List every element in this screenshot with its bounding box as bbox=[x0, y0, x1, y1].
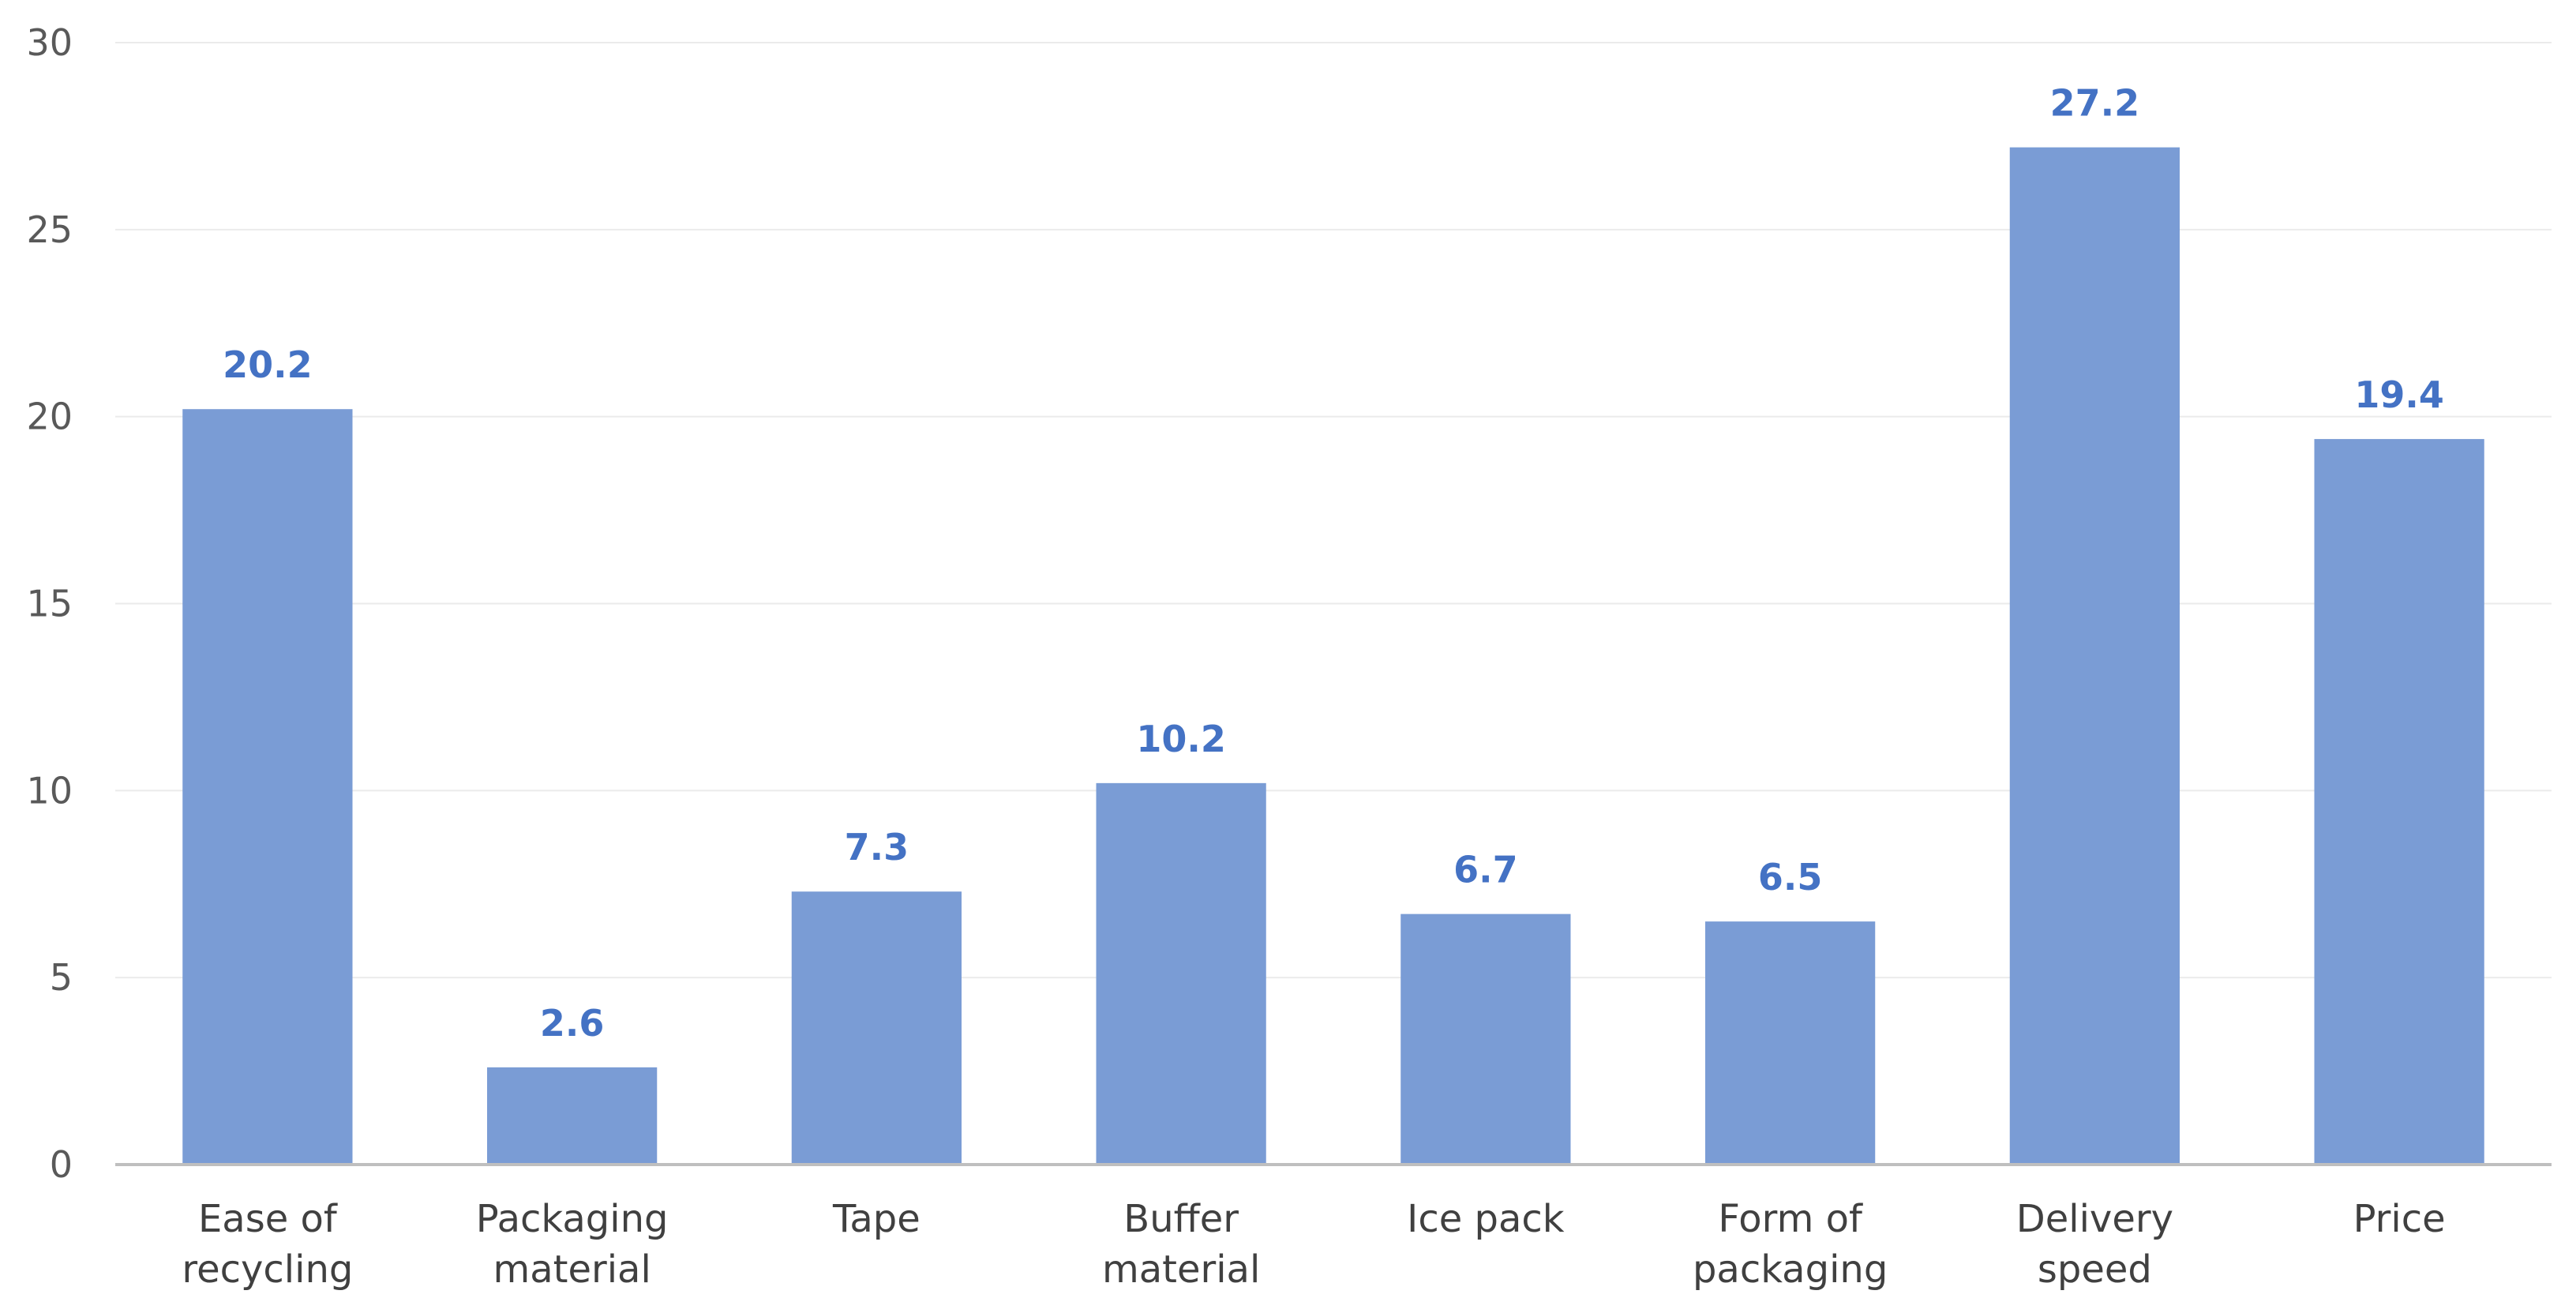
x-tick-label: Ice pack bbox=[1407, 1197, 1565, 1241]
bar bbox=[1096, 782, 1266, 1165]
data-label: 19.4 bbox=[2354, 373, 2444, 416]
x-tick-label-line: Delivery bbox=[2016, 1197, 2173, 1241]
x-tick-label-line: speed bbox=[2038, 1247, 2152, 1292]
bar bbox=[1400, 913, 1571, 1165]
bar bbox=[2314, 439, 2484, 1165]
y-tick-label: 30 bbox=[26, 21, 73, 64]
x-tick-label-line: Ice pack bbox=[1407, 1197, 1565, 1241]
x-tick-label-line: material bbox=[493, 1247, 651, 1292]
data-label: 10.2 bbox=[1136, 718, 1226, 760]
x-tick-label-line: recycling bbox=[182, 1247, 353, 1292]
x-tick-label: Delivery speed bbox=[2016, 1197, 2173, 1292]
y-tick-label: 15 bbox=[26, 583, 73, 625]
y-axis-tick-labels: 0 5 10 15 20 25 30 bbox=[26, 21, 73, 1186]
y-tick-label: 25 bbox=[26, 208, 73, 251]
x-tick-label: Packaging material bbox=[476, 1197, 669, 1292]
bar bbox=[2009, 147, 2180, 1165]
data-label: 7.3 bbox=[845, 826, 909, 868]
x-tick-label: Buffer material bbox=[1102, 1197, 1260, 1292]
data-label: 27.2 bbox=[2050, 82, 2140, 125]
x-tick-label-line: Buffer bbox=[1123, 1197, 1239, 1241]
y-tick-label: 20 bbox=[26, 396, 73, 438]
x-tick-label-line: Tape bbox=[832, 1197, 921, 1241]
data-label: 6.7 bbox=[1453, 849, 1518, 891]
data-label: 6.5 bbox=[1758, 856, 1823, 898]
data-label: 2.6 bbox=[540, 1002, 605, 1045]
x-tick-label-line: Ease of bbox=[198, 1197, 338, 1241]
x-tick-label: Price bbox=[2353, 1197, 2446, 1241]
bar bbox=[791, 891, 962, 1165]
bar bbox=[1705, 921, 1876, 1165]
gridlines bbox=[115, 42, 2552, 979]
x-tick-label-line: material bbox=[1102, 1247, 1260, 1292]
x-tick-label-line: Form of bbox=[1718, 1197, 1863, 1241]
x-tick-label: Tape bbox=[832, 1197, 921, 1241]
x-tick-label: Form of packaging bbox=[1693, 1197, 1888, 1292]
bars bbox=[182, 147, 2484, 1165]
data-label: 20.2 bbox=[223, 343, 313, 386]
x-tick-label-line: Price bbox=[2353, 1197, 2446, 1241]
data-labels: 20.2 2.6 7.3 10.2 6.7 6.5 27.2 19.4 bbox=[223, 82, 2444, 1045]
y-tick-label: 0 bbox=[50, 1143, 73, 1186]
y-tick-label: 5 bbox=[50, 956, 73, 999]
x-tick-label: Ease of recycling bbox=[182, 1197, 353, 1292]
bar bbox=[487, 1067, 658, 1165]
x-tick-label-line: Packaging bbox=[476, 1197, 669, 1241]
x-tick-label-line: packaging bbox=[1693, 1247, 1888, 1292]
y-tick-label: 10 bbox=[26, 769, 73, 812]
bar bbox=[182, 409, 353, 1165]
x-axis-category-labels: Ease of recycling Packaging material Tape Buf… bbox=[182, 1197, 2445, 1292]
